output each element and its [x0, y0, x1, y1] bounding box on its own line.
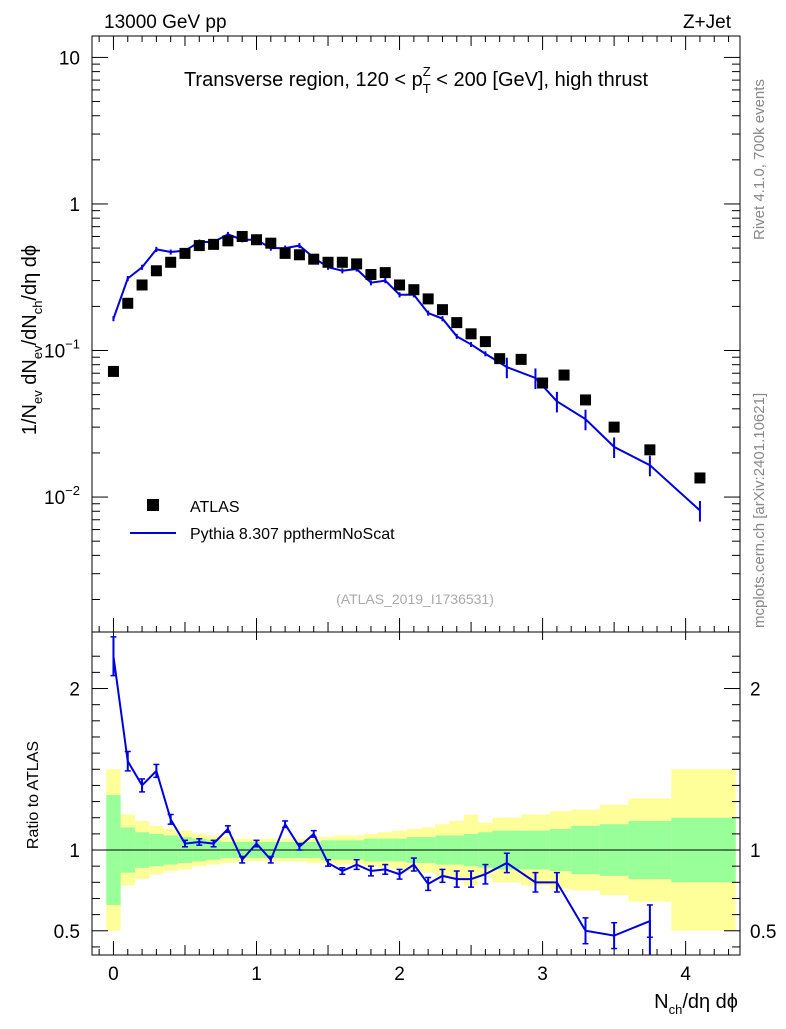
x-tick-label: 1 — [251, 964, 262, 985]
y-label-part-4: /dN — [19, 314, 41, 345]
mc-series-line — [112, 233, 701, 512]
analysis-tag: (ATLAS_2019_I1736531) — [336, 591, 494, 607]
y-tick-label: 10−1 — [44, 337, 80, 363]
ratio-series-line — [112, 656, 651, 955]
atlas-data-point — [558, 369, 570, 381]
ratio-uncertainty-bands — [92, 769, 740, 931]
atlas-data-point — [293, 249, 305, 261]
ratio-y-tick-label: 1 — [69, 841, 80, 862]
y-tick-base: 10 — [44, 342, 65, 363]
atlas-data-point — [515, 353, 527, 365]
chart-title: Transverse region, 120 < pTZ < 200 [GeV]… — [184, 64, 649, 96]
atlas-data-point — [122, 297, 134, 309]
atlas-data-point — [222, 235, 234, 247]
ratio-y-tick-label: 0.5 — [54, 922, 80, 943]
legend: ATLAS Pythia 8.307 ppthermNoScat — [130, 499, 395, 543]
atlas-data-point — [150, 265, 162, 277]
atlas-data-point — [451, 317, 463, 329]
x-label-rest: /dη dϕ — [682, 991, 738, 1013]
x-axis-label: Nch/dη dϕ — [654, 991, 738, 1017]
atlas-data-point — [365, 269, 377, 281]
atlas-data-point — [494, 353, 506, 365]
x-tick-label: 2 — [394, 964, 405, 985]
atlas-data-point — [265, 237, 277, 249]
y-axis-label: 1/Nev dNev/dNch/dη dϕ — [19, 245, 45, 435]
atlas-data-point — [644, 444, 656, 456]
y-label-part-6: /dη dϕ — [19, 245, 41, 301]
y-tick-label: 1 — [69, 195, 80, 216]
atlas-data-point — [251, 234, 263, 246]
atlas-data-point — [236, 230, 248, 242]
y-tick-label: 10−2 — [44, 483, 80, 509]
y-tick-base: 10 — [44, 488, 65, 509]
atlas-data-point — [379, 267, 391, 279]
atlas-data-point — [208, 238, 220, 250]
ratio-y-tick-label-right: 0.5 — [750, 922, 776, 943]
ratio-plot-frame — [91, 631, 741, 956]
ratio-y-tick-label: 2 — [69, 680, 80, 701]
y-label-part-5: ch — [30, 301, 45, 315]
atlas-data-point — [193, 240, 205, 252]
atlas-data-point — [408, 284, 420, 296]
y-label-part-3: ev — [30, 345, 45, 359]
atlas-data-point — [107, 365, 119, 377]
y-tick-exponent: −2 — [65, 483, 80, 498]
atlas-data-point — [165, 256, 177, 268]
ratio-axis-ticks: 0 1 2 3 4 0.5 0.5 1 1 2 2 — [54, 632, 776, 985]
x-tick-label: 4 — [680, 964, 691, 985]
chart-title-prefix: Transverse region, 120 < p — [184, 69, 423, 91]
atlas-data-point — [694, 472, 706, 484]
ratio-y-tick-label-right: 2 — [750, 680, 761, 701]
main-data-layer — [107, 230, 706, 522]
atlas-data-point — [179, 247, 191, 259]
rivet-label: Rivet 4.1.0, 700k events — [751, 79, 768, 240]
x-tick-label: 0 — [108, 964, 119, 985]
mcplots-label: mcplots.cern.ch [arXiv:2401.10621] — [751, 393, 768, 628]
atlas-data-point — [436, 304, 448, 316]
ratio-y-axis-label: Ratio to ATLAS — [25, 741, 42, 849]
y-tick-label: 10 — [59, 48, 80, 69]
collision-label: 13000 GeV pp — [104, 12, 227, 33]
x-label-sub: ch — [669, 1002, 683, 1017]
atlas-data-point — [465, 328, 477, 340]
chart-title-sup: Z — [423, 64, 431, 79]
legend-mc-label: Pythia 8.307 ppthermNoScat — [190, 526, 395, 543]
ratio-y-tick-label-right: 1 — [750, 841, 761, 862]
atlas-data-point — [322, 256, 334, 268]
atlas-data-point — [608, 421, 620, 433]
atlas-data-point — [394, 279, 406, 291]
y-tick-exponent: −1 — [65, 337, 80, 352]
chart-title-suffix: < 200 [GeV], high thrust — [431, 69, 649, 91]
atlas-data-point — [479, 336, 491, 348]
x-tick-label: 3 — [537, 964, 548, 985]
atlas-data-point — [422, 293, 434, 305]
y-label-part-2: dN — [19, 359, 41, 390]
atlas-data-point — [537, 377, 549, 389]
atlas-data-point — [279, 247, 291, 259]
y-label-part-1: ev — [30, 390, 45, 404]
atlas-data-point — [351, 258, 363, 270]
ratio-series-group — [110, 636, 653, 955]
x-label-main: N — [654, 991, 668, 1013]
legend-atlas-marker — [147, 499, 159, 511]
y-label-part-0: 1/N — [19, 404, 41, 435]
atlas-data-point — [136, 279, 148, 291]
atlas-data-point — [308, 253, 320, 265]
atlas-data-point — [336, 256, 348, 268]
legend-atlas-label: ATLAS — [190, 499, 240, 516]
atlas-data-point — [580, 394, 592, 406]
process-label: Z+Jet — [683, 12, 732, 33]
chart-title-sub: T — [423, 81, 431, 96]
ratio-data-layer — [110, 636, 653, 955]
